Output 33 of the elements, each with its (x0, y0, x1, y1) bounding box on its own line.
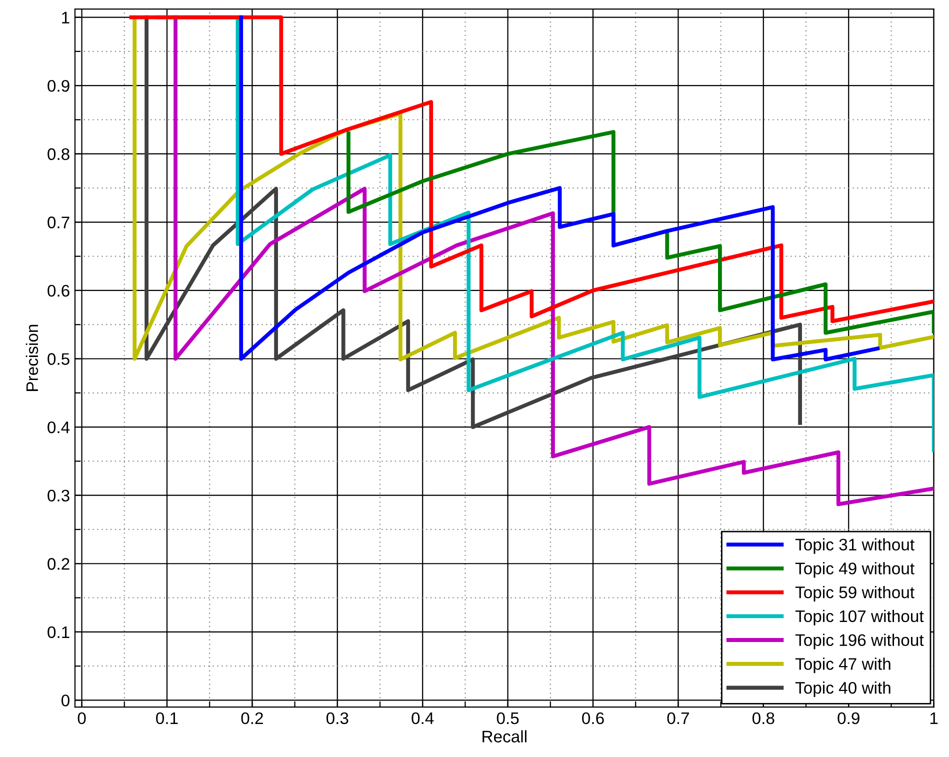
y-tick-label: 0 (61, 694, 70, 706)
line-series (239, 15, 880, 362)
y-tick-label: 0.6 (48, 284, 70, 297)
x-tick-label: 0.3 (326, 712, 348, 724)
line-series (346, 130, 934, 335)
x-tick-label: 1 (930, 712, 938, 724)
legend-label: Topic 40 with (795, 682, 890, 698)
x-tick-label: 0.4 (412, 712, 434, 724)
x-tick-label: 0.1 (156, 712, 178, 724)
x-tick-label: 0.7 (667, 712, 689, 724)
legend-label: Topic 196 without (795, 634, 924, 650)
x-tick-label: 0.6 (582, 712, 604, 724)
y-tick-label: 0.1 (48, 626, 70, 638)
x-tick-label: 0.9 (838, 712, 860, 724)
x-tick-label: 0.8 (752, 712, 774, 724)
y-axis-title: Precision (26, 324, 38, 391)
x-tick-label: 0 (78, 712, 86, 724)
y-tick-label: 0.8 (48, 148, 70, 160)
y-tick-label: 0.7 (48, 216, 70, 228)
y-tick-label: 0.4 (48, 421, 70, 434)
legend-label: Topic 107 without (795, 610, 924, 626)
legend-label: Topic 59 without (795, 586, 914, 602)
legend-label: Topic 31 without (795, 538, 914, 554)
y-tick-label: 0.9 (48, 80, 70, 92)
x-tick-label: 0.5 (496, 712, 519, 724)
legend-label: Topic 47 with (795, 658, 890, 674)
y-tick-label: 0.5 (48, 353, 70, 365)
y-tick-label: 1 (62, 12, 70, 24)
x-tick-label: 0.2 (241, 712, 263, 724)
legend-label: Topic 49 without (795, 562, 914, 578)
y-tick-label: 0.2 (48, 558, 70, 570)
y-tick-label: 0.3 (48, 490, 70, 502)
x-axis-title: Recall (482, 730, 526, 742)
